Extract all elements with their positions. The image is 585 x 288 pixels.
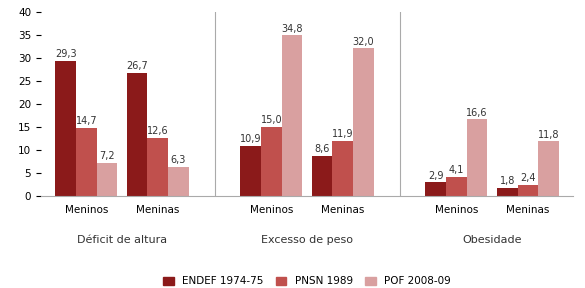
Text: 1,8: 1,8 xyxy=(500,176,515,186)
Bar xyxy=(168,167,189,196)
Text: 4,1: 4,1 xyxy=(449,165,464,175)
Bar xyxy=(538,141,559,196)
Bar xyxy=(332,141,353,196)
Bar xyxy=(518,185,538,196)
Text: Obesidade: Obesidade xyxy=(462,235,522,245)
Text: 8,6: 8,6 xyxy=(315,144,330,154)
Text: Déficit de altura: Déficit de altura xyxy=(77,235,167,245)
Text: 11,8: 11,8 xyxy=(538,130,559,140)
Bar xyxy=(497,187,518,196)
Text: 34,8: 34,8 xyxy=(281,24,303,34)
Bar xyxy=(56,61,76,196)
Bar xyxy=(97,163,118,196)
Text: 29,3: 29,3 xyxy=(55,49,77,59)
Text: 16,6: 16,6 xyxy=(466,107,488,118)
Text: 6,3: 6,3 xyxy=(171,155,186,165)
Bar xyxy=(76,128,97,196)
Text: 15,0: 15,0 xyxy=(261,115,282,125)
Text: Excesso de peso: Excesso de peso xyxy=(261,235,353,245)
Text: 7,2: 7,2 xyxy=(99,151,115,161)
Bar xyxy=(282,35,302,196)
Legend: ENDEF 1974-75, PNSN 1989, POF 2008-09: ENDEF 1974-75, PNSN 1989, POF 2008-09 xyxy=(163,276,451,287)
Text: 12,6: 12,6 xyxy=(147,126,168,136)
Text: 2,4: 2,4 xyxy=(520,173,536,183)
Bar xyxy=(240,146,261,196)
Text: 2,9: 2,9 xyxy=(428,170,443,181)
Bar xyxy=(446,177,467,196)
Bar xyxy=(312,156,332,196)
Bar xyxy=(127,73,147,196)
Text: 11,9: 11,9 xyxy=(332,129,353,139)
Bar xyxy=(147,138,168,196)
Bar xyxy=(425,183,446,196)
Text: 10,9: 10,9 xyxy=(240,134,261,144)
Text: 26,7: 26,7 xyxy=(126,61,148,71)
Text: 14,7: 14,7 xyxy=(75,116,97,126)
Bar xyxy=(261,127,282,196)
Bar xyxy=(353,48,374,196)
Text: 32,0: 32,0 xyxy=(353,37,374,47)
Bar xyxy=(467,119,487,196)
